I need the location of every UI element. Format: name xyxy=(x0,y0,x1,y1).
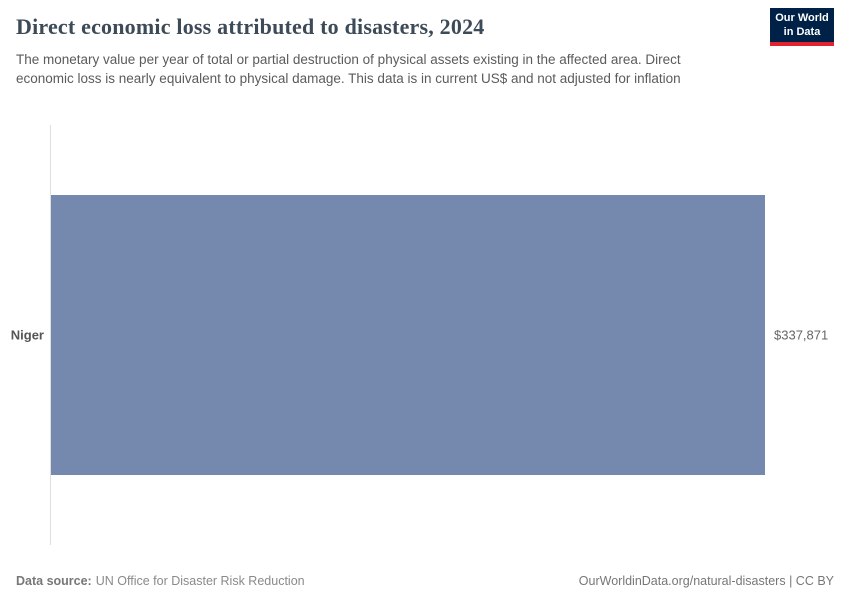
data-source-label: Data source: xyxy=(16,574,92,588)
data-source-text: UN Office for Disaster Risk Reduction xyxy=(95,574,305,588)
credit-link[interactable]: OurWorldinData.org/natural-disasters | C… xyxy=(578,574,834,588)
owid-logo[interactable]: Our World in Data xyxy=(770,8,834,46)
bar-track: $337,871 xyxy=(51,195,828,475)
entity-label-niger: Niger xyxy=(10,327,44,343)
owid-logo-line2: in Data xyxy=(783,25,821,38)
value-label-niger: $337,871 xyxy=(774,327,829,343)
data-source: Data source: UN Office for Disaster Risk … xyxy=(16,574,305,588)
bar-row-niger: Niger $337,871 xyxy=(0,195,850,475)
chart-title: Direct economic loss attributed to disas… xyxy=(16,14,485,39)
chart-plot-area: Niger $337,871 xyxy=(0,125,850,545)
owid-logo-line1: Our World xyxy=(775,11,829,24)
y-axis-line xyxy=(50,125,51,545)
bar-niger[interactable]: $337,871 xyxy=(51,195,828,475)
chart-subtitle: The monetary value per year of total or … xyxy=(16,52,681,86)
chart-footer: Data source: UN Office for Disaster Risk … xyxy=(16,574,834,588)
